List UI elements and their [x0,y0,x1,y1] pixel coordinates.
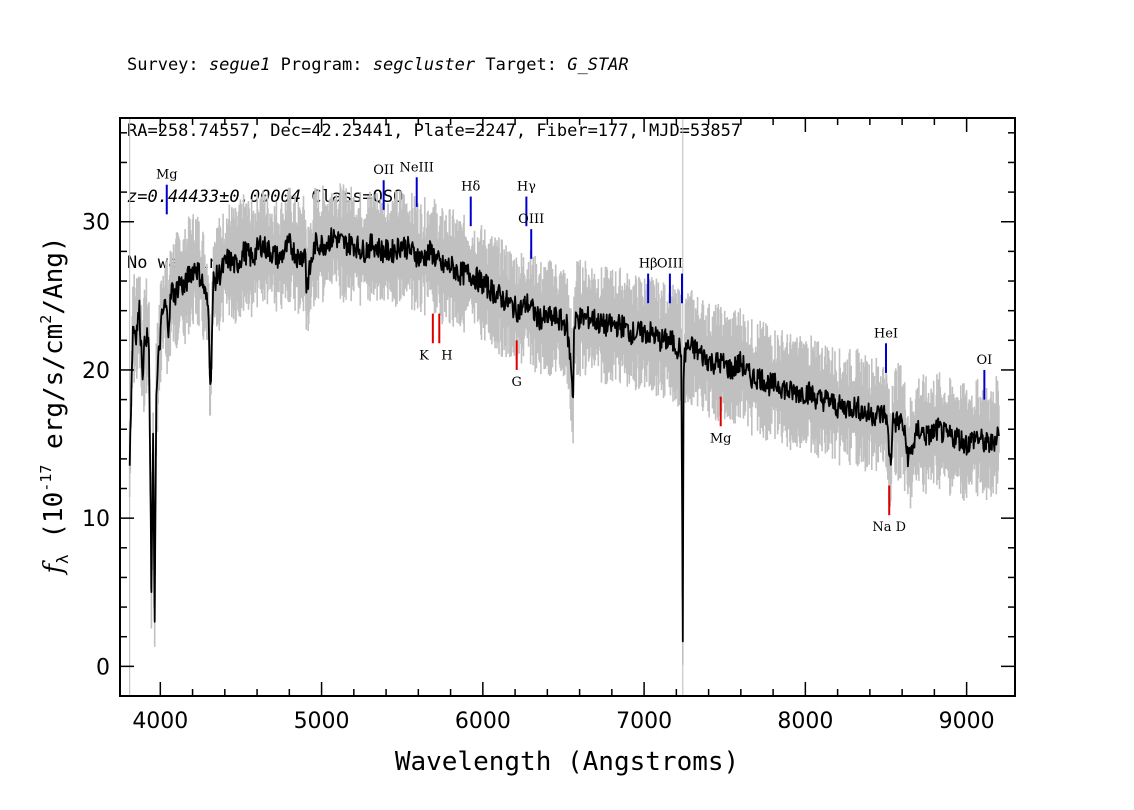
y-tick-label-2: 20 [82,359,110,384]
axis-tick-labels: 4000 5000 6000 7000 8000 9000 0 10 20 30 [82,211,995,734]
marker-label-6: Hβ [639,257,658,272]
y-tick-label-3: 30 [82,211,110,236]
error-band-path [128,183,1000,665]
program-label: Program: [280,55,363,75]
marker-label-14: Mg [710,431,732,446]
marker-label-13: G [512,375,522,390]
marker-label-12: H [441,348,452,363]
x-tick-label-4: 8000 [777,709,833,734]
marker-label-7: OIII [657,257,683,272]
y-tick-label-0: 0 [96,655,110,680]
marker-label-9: HeI [874,326,898,341]
axis-ticks [120,118,1015,696]
marker-label-5: OIII [518,212,544,227]
x-tick-label-3: 7000 [616,709,672,734]
marker-label-10: OI [976,353,992,368]
x-tick-label-1: 5000 [294,709,350,734]
x-axis-title: Wavelength (Angstroms) [395,747,739,777]
survey-value: segue1 [208,55,271,75]
target-value: G_STAR [567,55,629,75]
spectrum-line [128,227,1000,643]
program-value: segcluster [372,55,476,75]
error-band [128,183,1000,665]
header-line-coordinates: RA=258.74557, Dec=42.23441, Plate=2247, … [127,121,742,141]
y-axis-title: fλ (10-17 erg/s/cm2/Ang) [37,236,72,575]
marker-label-15: Na D [872,520,906,535]
y-tick-label-1: 10 [82,507,110,532]
spectrum-series [128,227,1000,643]
marker-label-3: Hδ [461,180,480,195]
header-line-survey: Survey: segue1 Program: segcluster Targe… [127,54,741,76]
marker-label-11: K [419,348,429,363]
marker-label-1: OII [373,163,394,178]
target-label: Target: [485,55,557,75]
x-tick-label-5: 9000 [939,709,995,734]
marker-label-0: Mg [156,168,178,183]
x-tick-label-2: 6000 [455,709,511,734]
survey-label: Survey: [127,55,199,75]
plot-frame [119,117,1016,697]
x-tick-label-0: 4000 [132,709,188,734]
marker-label-4: Hγ [517,180,536,195]
marker-label-2: NeIII [399,160,433,175]
